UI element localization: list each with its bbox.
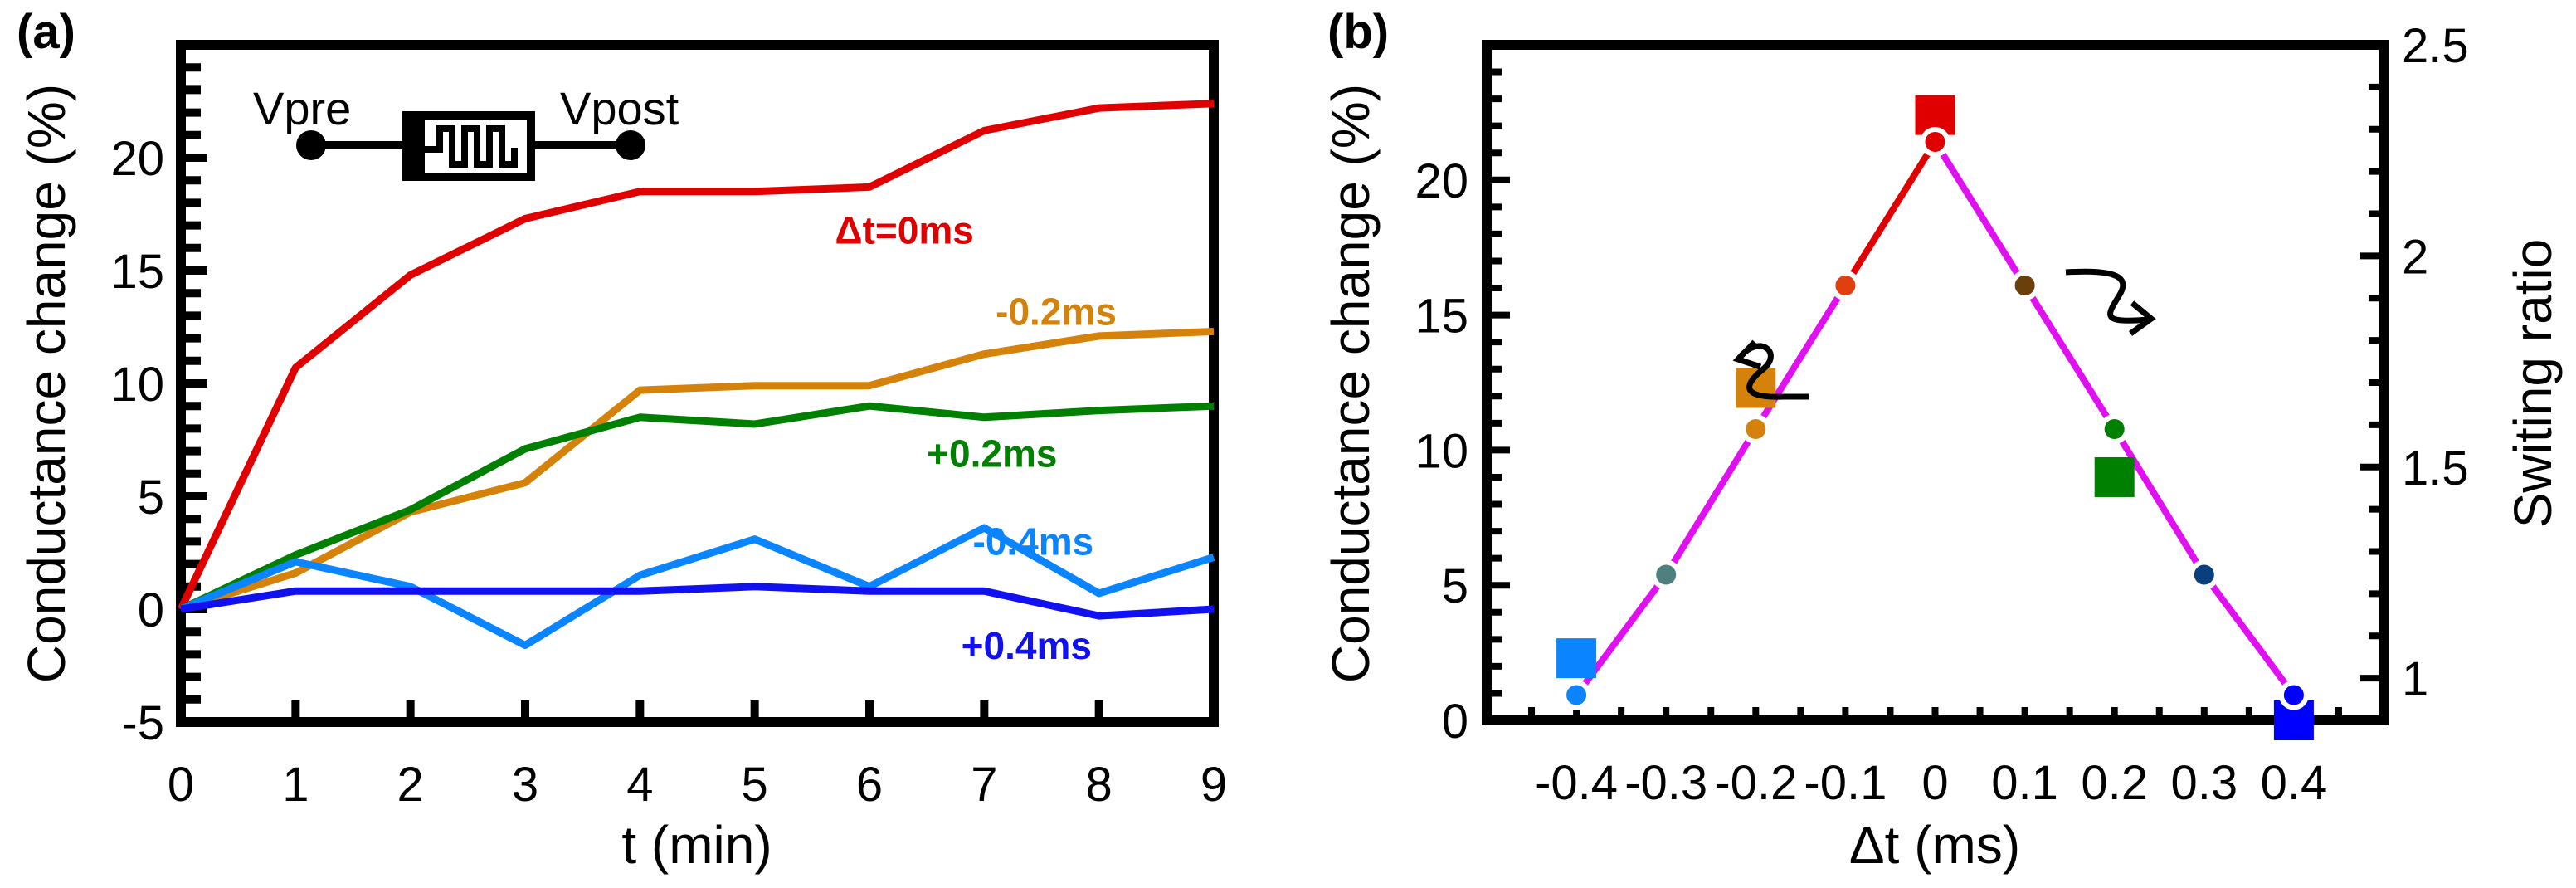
x-tick-label: 0.3 <box>2170 756 2238 810</box>
x-tick-label: 0 <box>1921 756 1948 810</box>
switching-ratio-line-segment <box>1663 427 1759 577</box>
series-label: +0.2ms <box>927 432 1057 476</box>
y-tick-label: 10 <box>110 358 164 412</box>
y-tick-label: 10 <box>1415 424 1468 478</box>
x-tick-label: 0.4 <box>2261 756 2328 810</box>
x-tick-label: 1 <box>282 758 309 812</box>
vpre-label: Vpre <box>253 82 351 134</box>
x-tick-label: 0 <box>168 758 194 812</box>
x-tick-label: 2 <box>397 758 424 812</box>
x-tick-label: 6 <box>856 758 883 812</box>
switching-ratio-line-segment <box>2111 427 2208 577</box>
y2-tick-label: 2 <box>2402 230 2428 284</box>
y-tick-label: 20 <box>1415 154 1468 208</box>
series-label: -0.2ms <box>996 290 1117 333</box>
memristor-circuit-inset: Vpre Vpost <box>253 82 679 181</box>
y-tick-label: 0 <box>138 583 164 637</box>
panel-b: (b) Conductance change (%) Switing ratio… <box>1321 5 2563 875</box>
y-tick-label: 15 <box>1415 290 1468 344</box>
switching-ratio-line-segment <box>2201 573 2297 697</box>
panel-b-y-axis-title: Conductance change (%) <box>1321 84 1381 683</box>
x-tick-label: -0.4 <box>1535 756 1618 810</box>
switching-ratio-circle-marker <box>1741 413 1771 444</box>
right-arrow-head-icon <box>2128 300 2156 336</box>
conductance-square-marker <box>1556 638 1597 679</box>
switching-ratio-circle-marker <box>1651 559 1682 590</box>
x-tick-label: 8 <box>1086 758 1113 812</box>
switching-ratio-circle-marker <box>2278 680 2309 710</box>
panel-b-label: (b) <box>1327 5 1389 59</box>
left-axis-arrow-icon <box>1736 343 1809 400</box>
y-tick-label: 0 <box>1442 695 1468 749</box>
conductance-square-marker <box>2094 456 2135 497</box>
panel-a: (a) Conductance change (%) t (min) -5051… <box>17 5 1227 875</box>
switching-ratio-line-segment <box>2022 283 2118 432</box>
series-label: +0.4ms <box>962 624 1092 667</box>
panel-b-y2-axis-title: Switing ratio <box>2503 239 2563 529</box>
panel-b-x-axis-title: Δt (ms) <box>1849 815 2020 875</box>
memristor-symbol-icon <box>296 111 645 181</box>
series-label: Δt=0ms <box>835 208 974 251</box>
series-label: -0.4ms <box>973 520 1094 564</box>
series-line <box>179 524 1215 650</box>
switching-ratio-circle-marker <box>2009 270 2040 300</box>
x-tick-label: 3 <box>512 758 538 812</box>
vpost-label: Vpost <box>560 82 679 134</box>
x-tick-label: 4 <box>626 758 653 812</box>
x-tick-label: 5 <box>742 758 768 812</box>
switching-ratio-circle-marker <box>2189 559 2219 590</box>
y2-tick-label: 2.5 <box>2402 19 2469 73</box>
panel-a-label: (a) <box>17 5 75 59</box>
series-line <box>177 100 1215 611</box>
y-tick-label: -5 <box>121 696 164 750</box>
switching-ratio-circle-marker <box>1830 270 1861 300</box>
series-line <box>179 327 1215 613</box>
x-tick-label: -0.2 <box>1714 756 1797 810</box>
x-tick-label: -0.1 <box>1804 756 1887 810</box>
series-line <box>180 583 1215 620</box>
switching-ratio-line-segment <box>1843 139 1938 288</box>
x-tick-label: 0.2 <box>2081 756 2148 810</box>
x-tick-label: 9 <box>1200 758 1227 812</box>
y2-tick-label: 1.5 <box>2402 442 2469 495</box>
left-arrow-head-icon <box>1732 339 1762 370</box>
switching-ratio-circle-marker <box>2099 413 2130 444</box>
switching-ratio-line-segment <box>1932 139 2028 288</box>
x-tick-label: 0.1 <box>1991 756 2058 810</box>
x-tick-label: -0.3 <box>1624 756 1707 810</box>
x-tick-label: 7 <box>971 758 997 812</box>
switching-ratio-circle-marker <box>1561 680 1592 710</box>
y-tick-label: 5 <box>1442 559 1468 613</box>
y-tick-label: 20 <box>110 132 164 186</box>
series-line <box>179 402 1215 613</box>
right-axis-arrow-icon <box>2065 268 2150 324</box>
y2-tick-label: 1 <box>2402 652 2428 706</box>
y-tick-label: 5 <box>138 471 164 525</box>
panel-a-y-axis-title: Conductance change (%) <box>17 84 76 683</box>
panel-a-x-axis-title: t (min) <box>621 815 772 875</box>
switching-ratio-circle-marker <box>1920 127 1950 158</box>
y-tick-label: 15 <box>110 245 164 299</box>
